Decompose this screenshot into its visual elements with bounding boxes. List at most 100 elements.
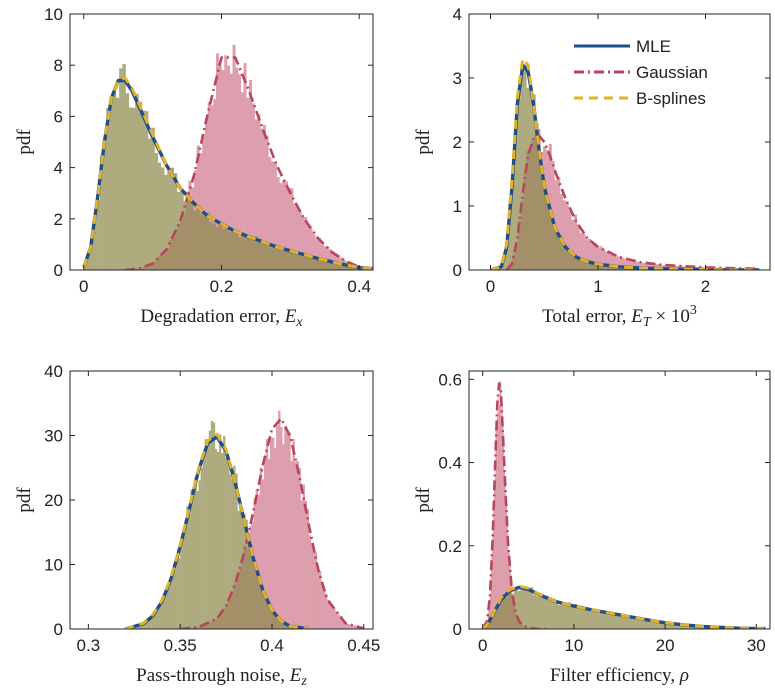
histogram-bar xyxy=(327,602,330,629)
histogram-bar xyxy=(641,262,645,270)
histogram-bar xyxy=(235,67,239,270)
histogram-bar xyxy=(593,243,597,270)
histogram-bar xyxy=(159,606,163,629)
y-tick-label: 10 xyxy=(44,556,63,575)
histogram-bar xyxy=(615,266,620,270)
histogram-bar xyxy=(290,461,293,629)
histogram-bar xyxy=(228,232,232,270)
histogram-bar xyxy=(176,557,179,629)
histogram-bar xyxy=(568,210,572,270)
histogram-bar xyxy=(554,600,559,629)
histogram-bar xyxy=(292,438,295,629)
histogram-bar xyxy=(548,597,553,629)
histogram-bar xyxy=(241,518,244,629)
histogram-bar xyxy=(523,64,527,270)
histogram-bar xyxy=(508,204,512,270)
y-tick-label: 40 xyxy=(44,362,63,381)
legend: MLE Gaussian B-splines xyxy=(574,37,708,108)
y-axis-label: pdf xyxy=(413,487,434,513)
histogram-bar xyxy=(328,260,332,270)
histogram-bar xyxy=(565,246,569,270)
histogram-bar xyxy=(580,605,584,629)
histogram-bar xyxy=(189,200,194,270)
histogram-bar xyxy=(495,608,499,629)
y-tick-label: 0 xyxy=(453,261,462,280)
histogram-bar xyxy=(99,155,104,270)
histogram-bar xyxy=(224,55,228,270)
histogram-bar xyxy=(312,234,316,270)
histogram-bar xyxy=(520,69,524,270)
histogram-bar xyxy=(206,439,210,629)
histogram-bar xyxy=(520,587,524,629)
histogram-bar xyxy=(137,625,140,629)
histogram-bar xyxy=(257,238,261,270)
y-tick-label: 0.4 xyxy=(438,454,462,473)
histogram-bar xyxy=(282,622,285,629)
histogram-bar xyxy=(323,246,327,270)
histogram-bar xyxy=(547,205,551,270)
histogram-bar xyxy=(295,253,300,270)
histogram-bar xyxy=(229,73,233,270)
histogram-bar xyxy=(262,124,266,270)
histogram-bar xyxy=(193,210,197,270)
histogram-bar xyxy=(612,266,617,270)
histogram-bar xyxy=(280,620,283,629)
histogram-bar xyxy=(320,583,324,629)
x-tick-label: 2 xyxy=(701,277,710,296)
histogram-bar xyxy=(304,500,307,629)
histogram-bar xyxy=(501,404,503,629)
histogram-bar xyxy=(606,265,611,270)
histogram-bar xyxy=(306,508,310,629)
histogram-bar xyxy=(212,223,216,270)
histogram-bar xyxy=(320,244,324,270)
histogram-bar xyxy=(218,434,222,629)
plot-area xyxy=(124,410,365,629)
histogram-bar xyxy=(192,486,195,629)
histogram-bar xyxy=(272,437,275,629)
panel-degradation-error: 0 0.2 0.4 0 2 4 6 8 10 pdf Degradation error, Ex xyxy=(14,5,374,330)
histogram-bar xyxy=(496,418,498,629)
x-axis-label: Total error, ET × 103 xyxy=(542,303,697,330)
histogram-bar xyxy=(267,601,271,629)
histogram-bar xyxy=(331,605,334,629)
histogram-bar xyxy=(630,616,634,629)
histogram-bar xyxy=(510,593,515,629)
histogram-bar xyxy=(148,138,152,270)
histogram-bar xyxy=(325,593,328,629)
histogram-bar xyxy=(317,237,321,270)
histogram-bar xyxy=(568,251,572,270)
histogram-bar xyxy=(251,103,255,270)
histogram-bar xyxy=(255,489,259,629)
histogram-bar xyxy=(204,439,208,629)
histogram-bar xyxy=(279,183,283,270)
histogram-bar xyxy=(288,432,291,629)
histogram-bar xyxy=(301,216,305,270)
histogram-bar xyxy=(196,491,199,629)
histogram-bar xyxy=(155,607,159,629)
histogram-bar xyxy=(505,243,509,270)
histogram-bar xyxy=(609,265,614,270)
histogram-bar xyxy=(212,422,216,629)
histogram-bar xyxy=(292,251,297,270)
histogram-bar xyxy=(492,531,494,629)
histogram-bar xyxy=(249,552,252,629)
histogram-bar xyxy=(231,478,234,629)
histogram-bar xyxy=(580,258,584,270)
y-tick-label: 10 xyxy=(44,5,63,24)
histogram-bar xyxy=(556,234,560,270)
histogram-bar xyxy=(149,619,152,629)
histogram-bar xyxy=(558,604,562,629)
histogram-bar xyxy=(506,504,508,629)
mle-histogram xyxy=(125,420,310,629)
histogram-bar xyxy=(618,256,623,270)
histogram-bar xyxy=(296,460,299,629)
histogram-bar xyxy=(337,613,340,629)
histogram-bar xyxy=(489,595,491,629)
histogram-bar xyxy=(630,260,634,270)
histogram-bar xyxy=(532,594,537,629)
histogram-bar xyxy=(260,128,264,270)
histogram-bar xyxy=(337,262,342,270)
y-tick-label: 4 xyxy=(453,5,462,24)
histogram-bar xyxy=(624,615,628,629)
